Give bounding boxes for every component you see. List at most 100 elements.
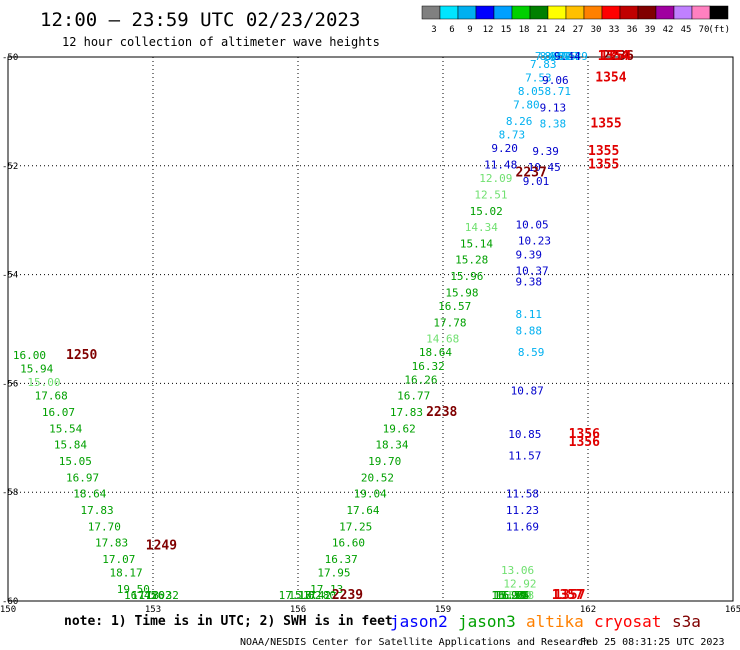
swh-value: 16.97 (491, 589, 524, 602)
swh-value: 13.08 (501, 589, 534, 602)
swh-value: 17.83 (390, 406, 423, 419)
legend-bin-label: 27 (573, 25, 584, 35)
swh-value: 9.44 (554, 50, 581, 63)
swh-value: 16.45 (124, 589, 157, 602)
swh-value: 9.39 (516, 248, 543, 261)
y-tick-label: -54 (2, 271, 18, 281)
swh-value: 8.32 (545, 50, 572, 63)
legend-unit: (ft) (708, 25, 730, 35)
satellite-altika: altika (526, 612, 584, 631)
swh-value: 16.60 (332, 537, 365, 550)
x-tick-label: 165 (725, 605, 740, 615)
swh-value: 17.64 (346, 504, 379, 517)
chart-subtitle: 12 hour collection of altimeter wave hei… (62, 35, 380, 49)
footer-timestamp: Feb 25 08:31:25 UTC 2023 (580, 637, 725, 648)
y-tick-label: -56 (2, 379, 18, 389)
legend-bin (439, 5, 459, 20)
legend-bin (691, 5, 711, 20)
y-tick-label: -60 (2, 597, 18, 607)
legend-bin (637, 5, 657, 20)
pass-time-label: 2238 (426, 405, 457, 420)
legend-bin-label: 12 (483, 25, 494, 35)
swh-value: 12.09 (479, 172, 512, 185)
swh-value: 8.38 (540, 118, 567, 131)
pass-time-label: 1357 (554, 588, 585, 603)
swh-value: 18.17 (110, 567, 143, 580)
grid-lines (8, 57, 733, 601)
swh-value: 16.07 (42, 406, 75, 419)
legend-bin (673, 5, 693, 20)
axis-ticks: 150 153 156 159 162 165 -50 -52 -54 -56 -58 -60 (0, 53, 740, 615)
legend-bin-label: 18 (519, 25, 530, 35)
swh-value: 8.54 (545, 50, 572, 63)
y-tick-label: -50 (2, 53, 18, 63)
swh-value: 17.78 (433, 316, 466, 329)
legend-bin (421, 5, 441, 20)
swh-value: 19.50 (117, 583, 150, 596)
swh-value: 17.07 (102, 553, 135, 566)
swh-value: 13.06 (501, 564, 534, 577)
swh-value: 9.20 (491, 142, 518, 155)
pass-time-label: 1356 (569, 427, 600, 442)
swh-value: 9.13 (540, 101, 567, 114)
swh-value: 14.68 (426, 333, 459, 346)
swh-value: 16.00 (13, 349, 46, 362)
x-tick-label: 150 (0, 605, 16, 615)
swh-value: 11.57 (508, 450, 541, 463)
swh-value: 12.92 (503, 577, 536, 590)
swh-value: 8.88 (516, 324, 543, 337)
swh-value: 17.80 (303, 589, 336, 602)
legend-bin (619, 5, 639, 20)
swh-value: 8.05 (518, 85, 545, 98)
swh-value: 10.85 (508, 428, 541, 441)
swh-value: 10.23 (518, 235, 551, 248)
swh-value: 17.18 (279, 589, 312, 602)
swh-value: 16.32 (412, 360, 445, 373)
swh-value: 17.68 (35, 390, 68, 403)
swh-value: 14.34 (465, 221, 498, 234)
swh-value: 8.26 (506, 115, 533, 128)
pass-time-label: 1355 (590, 117, 621, 132)
swh-value: 17.42 (298, 589, 331, 602)
legend-bin (709, 5, 729, 20)
swh-value: 19.62 (383, 422, 416, 435)
pass-time-label: 1357 (552, 588, 583, 603)
swh-value: 19.70 (368, 455, 401, 468)
x-tick-label: 156 (290, 605, 306, 615)
x-tick-label: 159 (435, 605, 451, 615)
swh-value: 10.87 (511, 384, 544, 397)
swh-value: 9.89 (561, 50, 588, 63)
swh-value: 7.53 (525, 71, 552, 84)
pass-time-label: 1355 (588, 144, 619, 159)
legend-bin (457, 5, 477, 20)
satellite-jason3: jason3 (458, 612, 516, 631)
swh-value: 11.69 (506, 520, 539, 533)
legend-bin (475, 5, 495, 20)
legend-bin-label: 39 (645, 25, 656, 35)
swh-value: 8.57 (554, 50, 581, 63)
swh-value: 8.02 (540, 50, 567, 63)
swh-value: 10.05 (516, 218, 549, 231)
swh-value: 19.04 (354, 488, 387, 501)
swh-value: 18.64 (73, 488, 106, 501)
legend-bin-label: 9 (467, 25, 472, 35)
swh-value: 17.26 (131, 589, 164, 602)
swh-value: 15.79 (494, 589, 527, 602)
legend-bin (493, 5, 513, 20)
plot-frame (7, 56, 734, 602)
chart-title: 12:00 — 23:59 UTC 02/23/2023 (40, 9, 360, 31)
pass-time-label: 1355 (588, 158, 619, 173)
footer-note: note: 1) Time is in UTC; 2) SWH is in fe… (64, 614, 393, 629)
footer-credit: NOAA/NESDIS Center for Satellite Applica… (240, 637, 589, 648)
swh-value: 10.37 (516, 265, 549, 278)
satellite-cryosat: cryosat (594, 612, 661, 631)
swh-value: 20.52 (361, 471, 394, 484)
swh-value: 8.59 (518, 346, 545, 359)
swh-value: 15.84 (54, 439, 87, 452)
swh-value: 15.64 (496, 589, 529, 602)
swh-value: 15.82 (288, 589, 321, 602)
legend-bin-label: 21 (537, 25, 548, 35)
legend-bin-label: 36 (627, 25, 638, 35)
swh-value: 15.05 (59, 455, 92, 468)
